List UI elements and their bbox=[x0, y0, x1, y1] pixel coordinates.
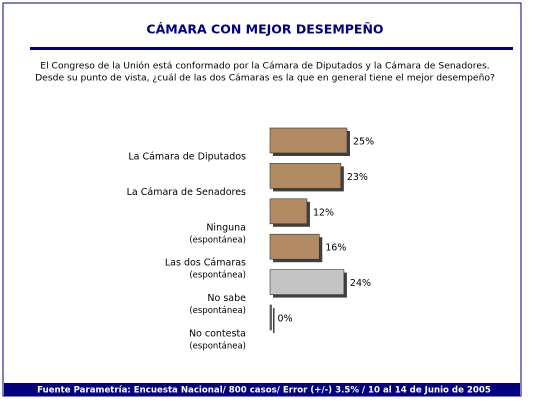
bar bbox=[269, 198, 308, 225]
category-label: Ninguna bbox=[206, 222, 246, 233]
footer-bar bbox=[4, 383, 520, 396]
value-label: 25% bbox=[353, 137, 374, 148]
category-label: La Cámara de Diputados bbox=[128, 152, 246, 163]
category-note: (espontánea) bbox=[189, 342, 246, 352]
category-note: (espontánea) bbox=[189, 271, 246, 281]
bar bbox=[269, 127, 348, 154]
subtitle: El Congreso de la Unión está conformado … bbox=[40, 61, 489, 72]
frame bbox=[2, 2, 522, 397]
bar bbox=[269, 233, 320, 260]
value-label: 23% bbox=[347, 172, 368, 183]
title-rule bbox=[30, 47, 513, 50]
source: Fuente Parametría: Encuesta Nacional/ 80… bbox=[37, 386, 491, 396]
bar-shadow bbox=[273, 308, 275, 333]
value-label: 16% bbox=[325, 243, 346, 254]
value-label: 12% bbox=[313, 207, 334, 218]
category-label: Las dos Cámaras bbox=[165, 258, 246, 269]
value-label: 24% bbox=[350, 278, 371, 289]
category-label: La Cámara de Senadores bbox=[127, 187, 246, 198]
bar bbox=[269, 304, 272, 331]
category-note: (espontánea) bbox=[189, 235, 246, 245]
value-label: 0% bbox=[278, 314, 293, 325]
bar bbox=[269, 163, 342, 189]
category-label: No contesta bbox=[189, 329, 246, 340]
category-label: No sabe bbox=[207, 293, 246, 304]
bar bbox=[269, 269, 345, 295]
chart-title: CÁMARA CON MEJOR DESEMPEÑO bbox=[146, 22, 383, 37]
category-note: (espontánea) bbox=[189, 306, 246, 316]
subtitle: Desde su punto de vista, ¿cuál de las do… bbox=[35, 73, 495, 84]
